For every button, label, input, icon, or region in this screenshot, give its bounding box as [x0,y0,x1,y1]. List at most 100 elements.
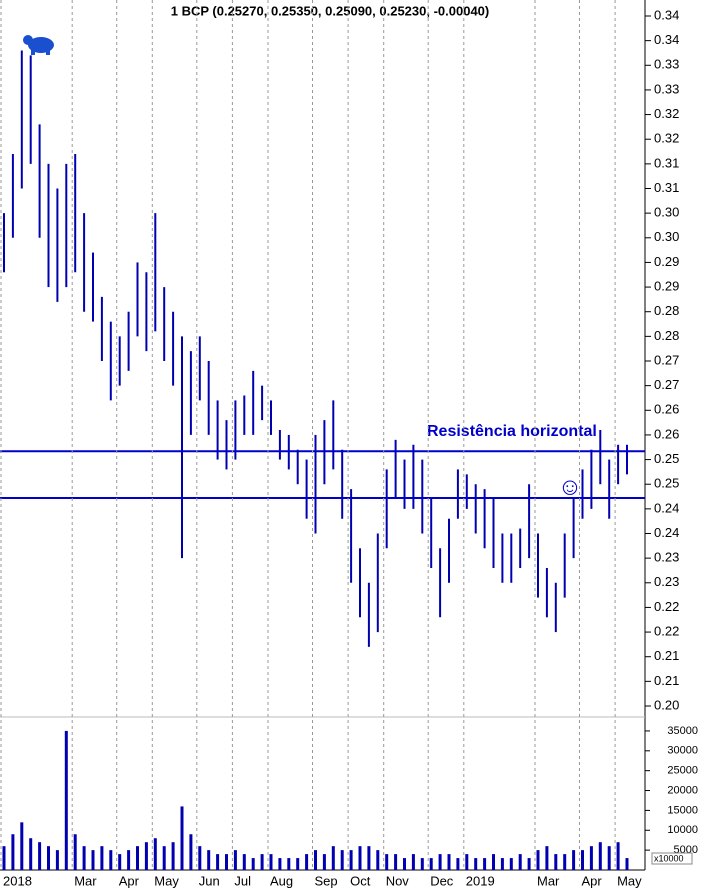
volume-bar [118,854,122,870]
volume-bar [607,846,611,870]
y-tick-label: 0.28 [654,303,679,318]
unit-box [651,852,693,865]
x-tick-label: May [617,873,642,888]
volume-bar [527,858,531,870]
y-tick-label: 0.27 [654,377,679,392]
volume-bar [278,858,282,870]
x-tick-label: Apr [582,873,603,888]
volume-bar [509,858,513,870]
y-tick-label: 0.21 [654,648,679,663]
y-tick-label: 0.34 [654,7,679,22]
volume-bar [100,846,104,870]
y-tick-label: 0.26 [654,426,679,441]
x-tick-label: Nov [386,873,410,888]
volume-bar [162,846,166,870]
volume-bar [189,834,193,870]
volume-bar [305,854,309,870]
volume-bar [367,846,371,870]
volume-bar [233,850,237,870]
volume-bar [589,846,593,870]
bear-icon [23,35,54,55]
x-tick-label: Dec [430,873,454,888]
y-tick-label: 0.24 [654,500,679,515]
y-tick-label: 0.33 [654,57,679,72]
y-tick-label: 0.31 [654,180,679,195]
volume-bar [260,854,264,870]
volume-bar [385,854,389,870]
x-tick-label: Aug [270,873,293,888]
y-tick-label: 0.23 [654,574,679,589]
x-tick-label: Mar [537,873,560,888]
volume-bar [38,842,42,870]
annotation: Resistência horizontal [427,423,597,440]
volume-bar [545,846,549,870]
y-tick-label: 0.30 [654,205,679,220]
volume-bar [64,730,68,870]
x-tick-label: 2019 [466,873,495,888]
volume-bar [598,842,602,870]
y-tick-label: 0.20 [654,697,679,712]
y-tick-label: 25000 [667,765,698,777]
y-tick-label: 0.34 [654,32,679,47]
y-tick-label: 10000 [667,824,698,836]
x-tick-label: Sep [315,873,338,888]
volume-bar [563,854,567,870]
volume-bar [136,846,139,870]
volume-bar [349,850,353,870]
volume-bar [536,850,540,870]
y-tick-label: 0.30 [654,229,679,244]
volume-bar [492,854,495,870]
y-tick-label: 0.22 [654,624,679,639]
x-tick-label: Mar [74,873,97,888]
y-tick-label: 0.21 [654,673,679,688]
y-tick-label: 30000 [667,745,698,757]
y-tick-label: 15000 [667,804,698,816]
volume-bar [144,842,148,870]
y-tick-label: 0.24 [654,525,679,540]
volume-bar [55,850,59,870]
volume-bar [625,858,629,870]
volume-bar [572,850,576,870]
volume-bar [554,854,558,870]
volume-bar [447,854,451,870]
volume-bar [420,858,424,870]
unit-label: x10000 [654,853,684,863]
volume-bar [287,858,291,870]
volume-bar [82,846,86,870]
volume-bar [500,858,504,870]
volume-bar [518,854,522,870]
x-tick-label: May [154,873,179,888]
y-tick-label: 0.26 [654,402,679,417]
y-tick-label: 0.31 [654,155,679,170]
volume-bar [581,850,584,870]
y-tick-label: 0.25 [654,476,679,491]
volume-bar [20,822,24,870]
volume-bar [216,854,220,870]
volume-bar [47,846,50,870]
y-tick-label: 20000 [667,784,698,796]
volume-bar [251,858,255,870]
volume-bar [358,846,362,870]
volume-bar [438,854,442,870]
x-tick-label: Oct [350,873,371,888]
volume-bar [322,854,326,870]
volume-bar [109,850,113,870]
y-tick-label: 0.32 [654,131,679,146]
volume-bar [411,854,415,870]
volume-bar [242,854,246,870]
volume-bar [225,854,228,870]
y-tick-label: 0.32 [654,106,679,121]
y-tick-label: 0.25 [654,451,679,466]
volume-bar [29,838,33,870]
volume-bar [198,846,202,870]
volume-bar [127,850,131,870]
y-tick-label: 35000 [667,725,698,737]
annotation: ☺ [558,473,583,500]
volume-bar [11,834,15,870]
volume-bar [456,858,460,870]
volume-bar [2,846,6,870]
x-tick-label: Apr [119,873,140,888]
volume-bar [153,838,157,870]
x-tick-label: Jun [199,873,220,888]
